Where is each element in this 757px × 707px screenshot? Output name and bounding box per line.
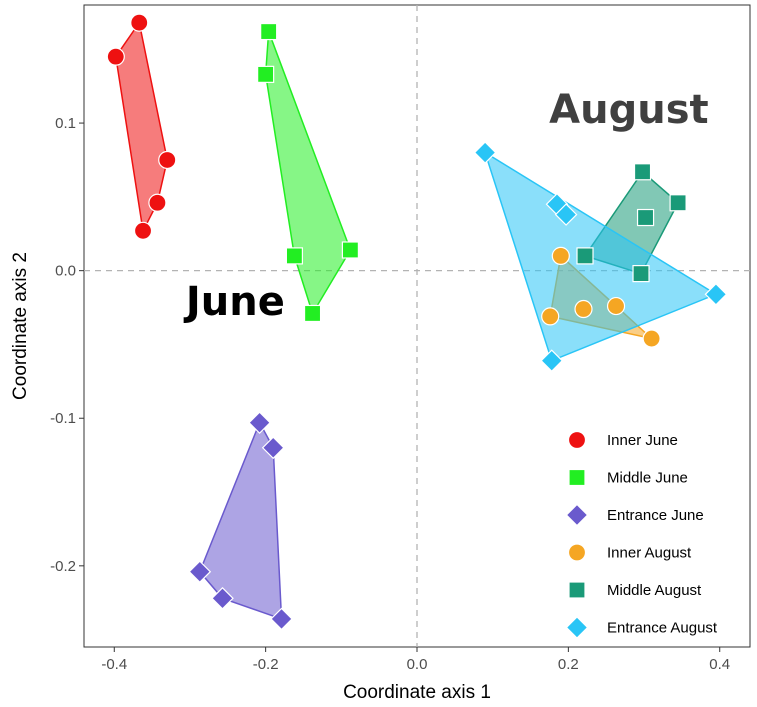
y-tick-label: -0.2: [50, 558, 76, 575]
legend: Inner June Middle June Entrance June Inner …: [565, 430, 718, 639]
legend-label: Inner June: [607, 432, 678, 449]
annotation-august: August: [549, 87, 708, 133]
legend-key-inner-june: [567, 430, 587, 450]
x-tick-label: -0.4: [101, 656, 127, 673]
annotation-june: June: [183, 279, 285, 325]
legend-item-entrance-august: Entrance August: [565, 616, 718, 639]
x-axis-title: Coordinate axis 1: [343, 682, 491, 703]
point-middle-june-5: [303, 304, 322, 323]
point-inner-august-3: [574, 299, 593, 319]
point-middle-august-4: [576, 247, 594, 265]
point-inner-june-2: [106, 47, 125, 66]
hull-entrance-august: [483, 150, 718, 362]
point-inner-august-5: [642, 329, 661, 348]
y-tick-label: -0.1: [50, 410, 76, 427]
legend-key-entrance-august: [565, 616, 589, 639]
legend-key-middle-august: [568, 581, 586, 599]
point-middle-august-5: [632, 265, 650, 283]
legend-label: Entrance June: [607, 507, 704, 524]
point-inner-august-2: [541, 307, 560, 326]
point-middle-june-4: [285, 247, 303, 265]
point-entrance-august-5: [540, 349, 564, 373]
legend-key-middle-june: [568, 468, 586, 487]
legend-item-entrance-june: Entrance June: [565, 503, 704, 527]
points-layer: [106, 13, 728, 631]
point-inner-june-3: [158, 150, 177, 170]
legend-item-middle-august: Middle August: [568, 581, 702, 599]
point-middle-august-1: [633, 163, 652, 181]
point-inner-june-4: [148, 193, 167, 212]
point-entrance-august-3: [554, 203, 578, 226]
point-middle-june-1: [260, 22, 278, 41]
point-middle-june-3: [341, 241, 359, 259]
point-inner-august-4: [606, 296, 626, 316]
legend-item-inner-june: Inner June: [567, 430, 678, 450]
point-entrance-august-1: [473, 141, 497, 164]
point-entrance-june-4: [211, 586, 234, 610]
y-axis-title: Coordinate axis 2: [10, 252, 31, 400]
point-entrance-june-3: [188, 560, 212, 584]
legend-label: Middle June: [607, 470, 688, 487]
legend-item-inner-august: Inner August: [567, 543, 692, 562]
legend-key-entrance-june: [565, 503, 589, 527]
x-tick-label: 0.2: [558, 656, 579, 673]
point-inner-august-1: [551, 246, 570, 265]
point-middle-june-2: [257, 65, 275, 83]
y-tick-label: 0.0: [55, 263, 76, 280]
point-entrance-june-1: [248, 411, 271, 435]
point-inner-june-5: [133, 221, 153, 240]
y-tick-label: 0.1: [55, 115, 76, 132]
legend-label: Inner August: [607, 545, 692, 562]
x-tick-label: -0.2: [253, 656, 279, 673]
annotation-layer: June August: [183, 87, 709, 325]
point-inner-june-1: [130, 13, 149, 32]
x-tick-label: 0.4: [709, 656, 730, 673]
point-middle-august-3: [636, 208, 655, 227]
x-axis: -0.4 -0.2 0.0 0.2 0.4: [101, 647, 730, 673]
x-tick-label: 0.0: [407, 656, 428, 673]
point-entrance-june-2: [261, 436, 285, 460]
legend-label: Middle August: [607, 582, 702, 599]
point-entrance-june-5: [270, 607, 293, 631]
y-axis: -0.2 -0.1 0.0 0.1: [50, 115, 84, 575]
point-entrance-august-4: [704, 282, 728, 306]
point-middle-august-2: [669, 194, 687, 212]
legend-label: Entrance August: [607, 620, 718, 637]
legend-key-inner-august: [567, 543, 587, 562]
legend-item-middle-june: Middle June: [568, 468, 688, 487]
